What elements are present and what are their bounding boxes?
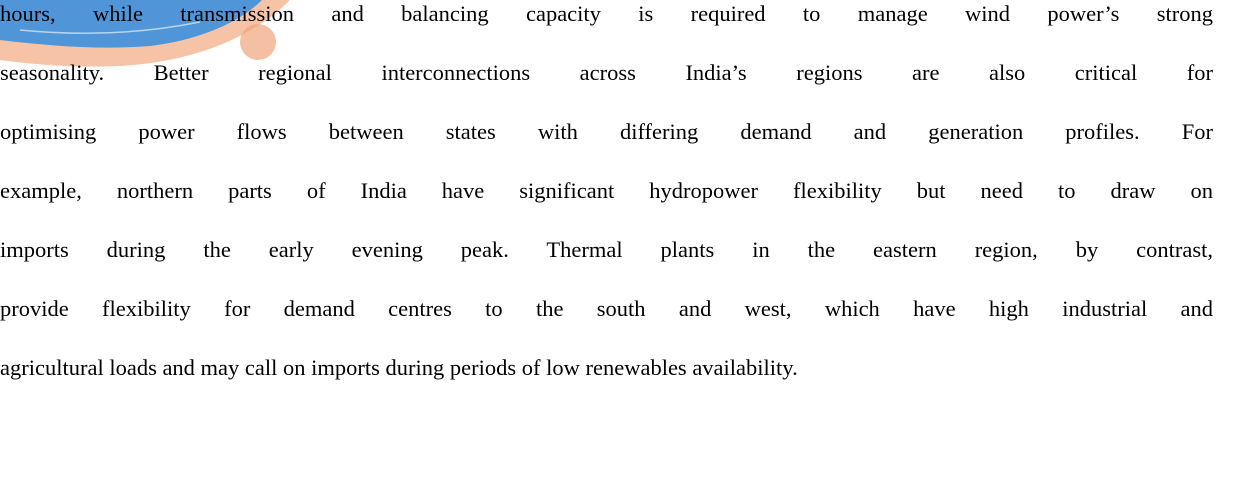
decoration — [0, 0, 290, 67]
text-line: provide flexibility for demand centres t… — [0, 296, 1213, 321]
text-line: example, northern parts of India have si… — [0, 178, 1213, 203]
swirl — [19, 21, 201, 35]
text-line: imports during the early evening peak. T… — [0, 237, 1213, 262]
text-line: agricultural loads and may call on impor… — [0, 355, 798, 380]
blue-shape — [0, 0, 262, 48]
peach-dot — [240, 24, 276, 60]
text-line: seasonality. Better regional interconnec… — [0, 60, 1213, 85]
text-line: hours, while transmission and balancing … — [0, 1, 1213, 26]
paragraph: hours, while transmission and balancing … — [0, 1, 1213, 380]
text-line: optimising power flows between states wi… — [0, 119, 1213, 144]
